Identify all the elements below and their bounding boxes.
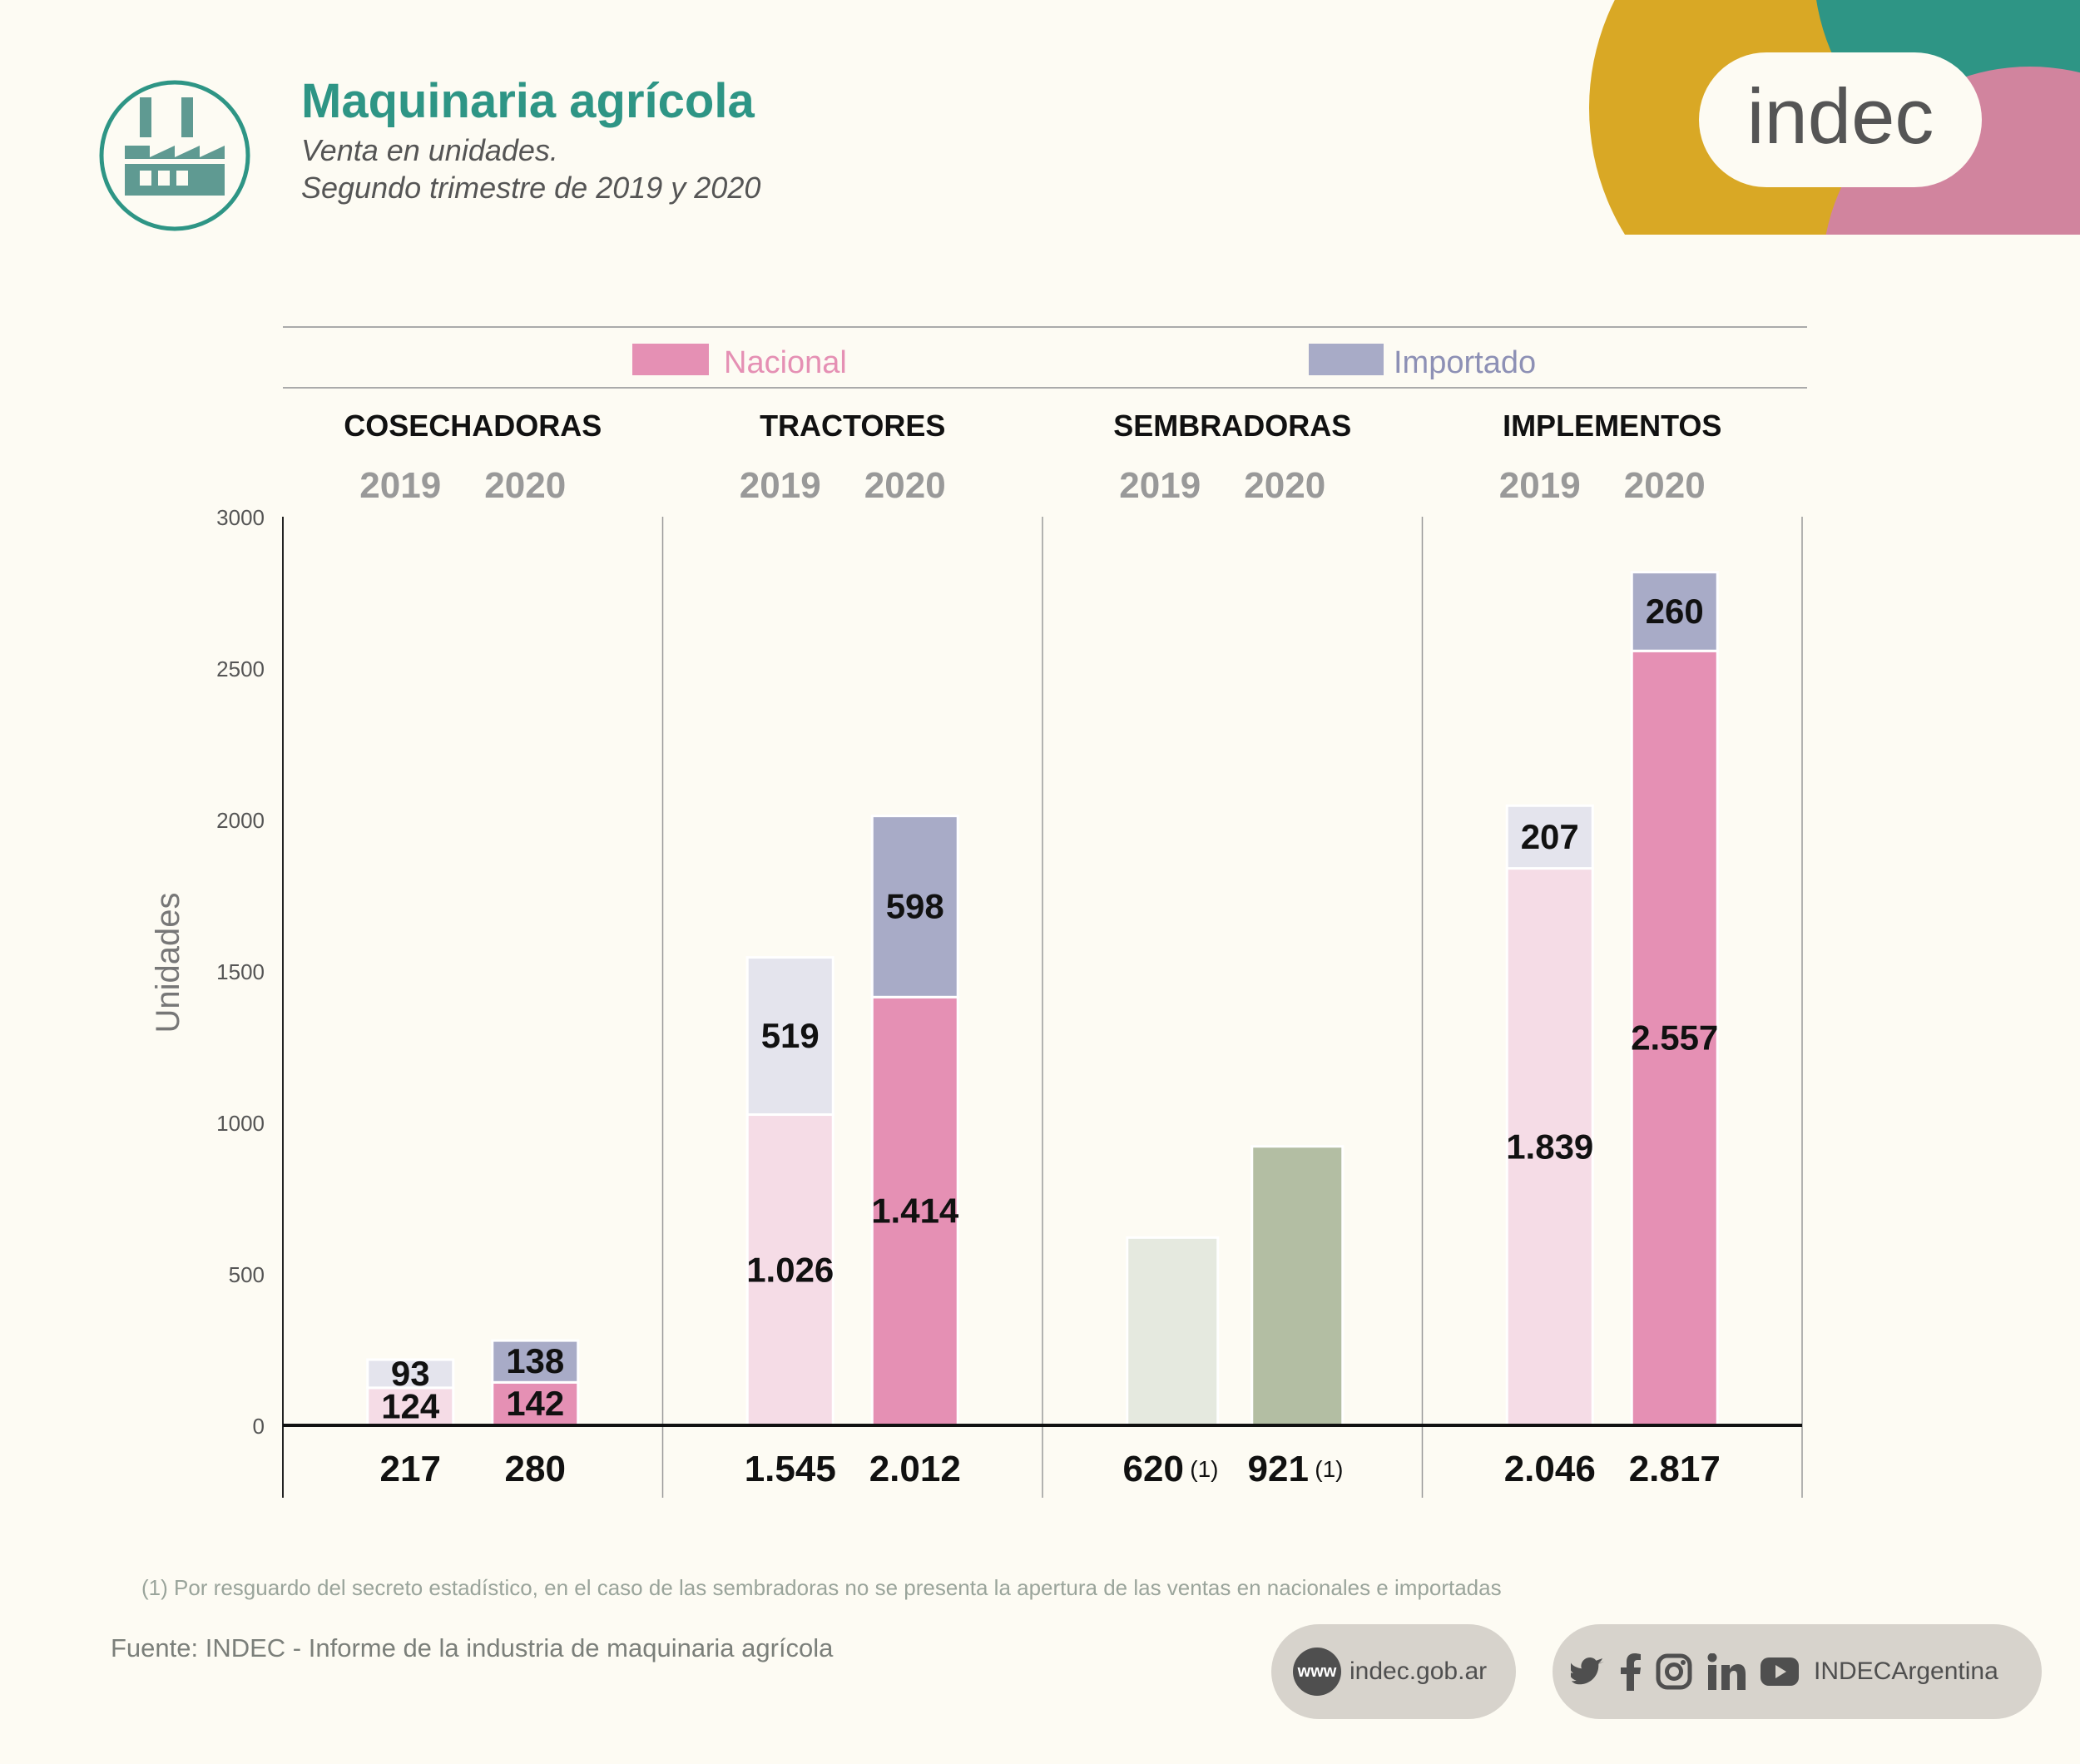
y-tick-label: 1000 bbox=[216, 1111, 265, 1136]
data-label-nacional: 1.026 bbox=[746, 1250, 834, 1289]
year-label: 2019 bbox=[359, 465, 441, 506]
total-label: 921 bbox=[1248, 1449, 1309, 1489]
bar-importado bbox=[1505, 804, 1594, 870]
data-label-importado: 519 bbox=[761, 1016, 820, 1055]
data-label-importado: 93 bbox=[391, 1354, 430, 1393]
subtitle-line-2: Segundo trimestre de 2019 y 2020 bbox=[301, 171, 761, 205]
y-tick-label: 2000 bbox=[216, 808, 265, 833]
y-tick-label: 500 bbox=[229, 1262, 265, 1287]
data-label-nacional: 1.839 bbox=[1506, 1127, 1593, 1166]
total-label: 2.046 bbox=[1504, 1449, 1596, 1489]
group-title: TRACTORES bbox=[760, 409, 945, 443]
year-label: 2019 bbox=[740, 465, 821, 506]
linkedin-icon[interactable] bbox=[1707, 1653, 1746, 1690]
legend-label-importado: Importado bbox=[1394, 345, 1536, 380]
total-label: 2.817 bbox=[1629, 1449, 1721, 1489]
total-note: (1) bbox=[1315, 1456, 1343, 1482]
data-label-importado: 138 bbox=[506, 1341, 564, 1380]
bar-importado bbox=[870, 815, 959, 998]
group-title: IMPLEMENTOS bbox=[1503, 409, 1721, 443]
total-label: 217 bbox=[380, 1449, 441, 1489]
footnote: (1) Por resguardo del secreto estadístic… bbox=[141, 1575, 1502, 1600]
year-label: 2019 bbox=[1499, 465, 1581, 506]
year-label: 2019 bbox=[1119, 465, 1201, 506]
website-text: indec.gob.ar bbox=[1350, 1657, 1488, 1685]
instagram-icon[interactable] bbox=[1656, 1653, 1692, 1690]
data-label-importado: 207 bbox=[1521, 817, 1579, 856]
y-tick-label: 2500 bbox=[216, 657, 265, 681]
indec-logo: indec bbox=[1747, 72, 1934, 160]
legend-label-nacional: Nacional bbox=[724, 345, 847, 380]
facebook-icon[interactable] bbox=[1621, 1653, 1641, 1691]
factory-icon bbox=[99, 80, 250, 231]
social-handle: INDECArgentina bbox=[1814, 1657, 1998, 1685]
total-label: 280 bbox=[505, 1449, 566, 1489]
y-tick-label: 0 bbox=[253, 1414, 265, 1439]
subtitle-line-1: Venta en unidades. bbox=[301, 133, 558, 167]
website-link[interactable]: www indec.gob.ar bbox=[1271, 1624, 1516, 1719]
stacked-bar-chart: Nacional Importado 0 500 1000 1500 2000 2500 300… bbox=[150, 326, 1807, 1498]
total-label: 620 bbox=[1123, 1449, 1184, 1489]
data-label-nacional: 124 bbox=[381, 1386, 440, 1425]
www-icon: www bbox=[1293, 1648, 1341, 1696]
year-label: 2020 bbox=[1624, 465, 1706, 506]
year-label: 2020 bbox=[1244, 465, 1325, 506]
bar-nacional bbox=[870, 995, 959, 1427]
brand-corner: indec bbox=[1589, 0, 2080, 235]
source-note: Fuente: INDEC - Informe de la industria … bbox=[111, 1633, 834, 1662]
bar-importado bbox=[366, 1358, 455, 1390]
bar-importado bbox=[745, 956, 834, 1117]
group-title: COSECHADORAS bbox=[344, 409, 602, 443]
data-label-importado: 598 bbox=[886, 886, 944, 925]
total-label: 2.012 bbox=[869, 1449, 961, 1489]
data-label-importado: 260 bbox=[1646, 592, 1704, 631]
data-label-nacional: 1.414 bbox=[871, 1192, 959, 1231]
bar-importado bbox=[491, 1339, 580, 1384]
y-tick-label: 3000 bbox=[216, 505, 265, 530]
total-note: (1) bbox=[1190, 1456, 1218, 1482]
year-label: 2020 bbox=[864, 465, 946, 506]
data-label-nacional: 2.557 bbox=[1631, 1018, 1718, 1058]
twitter-icon[interactable] bbox=[1571, 1657, 1606, 1687]
legend-swatch-importado bbox=[1309, 344, 1384, 375]
data-label-nacional: 142 bbox=[506, 1384, 564, 1423]
year-label: 2020 bbox=[484, 465, 566, 506]
social-links: INDECArgentina bbox=[1553, 1624, 2042, 1719]
youtube-icon[interactable] bbox=[1761, 1657, 1799, 1686]
bar-importado bbox=[1630, 571, 1719, 652]
bar-total bbox=[1250, 1145, 1345, 1427]
bar-total bbox=[1126, 1236, 1220, 1427]
y-axis-label: Unidades bbox=[150, 892, 186, 1033]
page-title: Maquinaria agrícola bbox=[301, 74, 755, 128]
logo-pill bbox=[1699, 52, 1982, 187]
group-title: SEMBRADORAS bbox=[1113, 409, 1351, 443]
total-label: 1.545 bbox=[745, 1449, 836, 1489]
legend-swatch-nacional bbox=[632, 344, 709, 375]
y-tick-label: 1500 bbox=[216, 959, 265, 984]
